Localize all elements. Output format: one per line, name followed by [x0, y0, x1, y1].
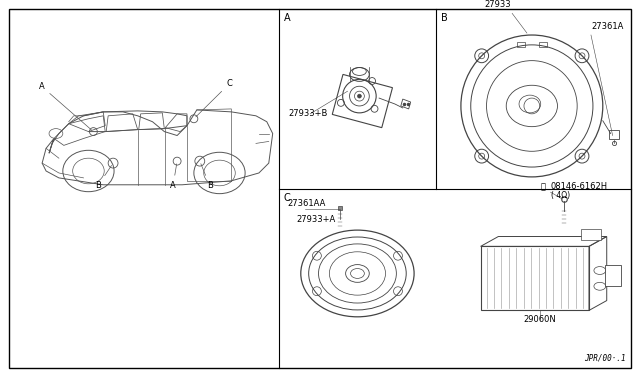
Text: 27361AA: 27361AA	[287, 199, 326, 208]
Text: 27933+A: 27933+A	[296, 215, 335, 224]
Bar	[539, 42, 547, 47]
Text: C: C	[284, 193, 291, 203]
Text: A: A	[39, 82, 92, 130]
Text: 08146-6162H: 08146-6162H	[550, 182, 608, 191]
Bar	[481, 246, 589, 310]
Bar	[609, 129, 618, 140]
Circle shape	[358, 94, 362, 98]
Text: ( 4Ω): ( 4Ω)	[550, 191, 570, 200]
Bar	[605, 264, 621, 286]
Text: 27933+B: 27933+B	[289, 109, 328, 118]
Text: B: B	[201, 164, 212, 190]
Text: 27361A: 27361A	[591, 22, 623, 31]
Text: A: A	[284, 13, 290, 23]
Text: Ⓑ: Ⓑ	[540, 182, 545, 191]
Text: C: C	[196, 79, 232, 117]
Text: 27933: 27933	[484, 0, 511, 9]
Bar	[517, 42, 525, 47]
Text: JPR/00·.1: JPR/00·.1	[584, 353, 625, 362]
Bar	[581, 229, 601, 240]
Text: B: B	[95, 166, 111, 190]
Text: B: B	[441, 13, 448, 23]
Text: A: A	[170, 164, 177, 190]
Text: 29060N: 29060N	[524, 315, 556, 324]
